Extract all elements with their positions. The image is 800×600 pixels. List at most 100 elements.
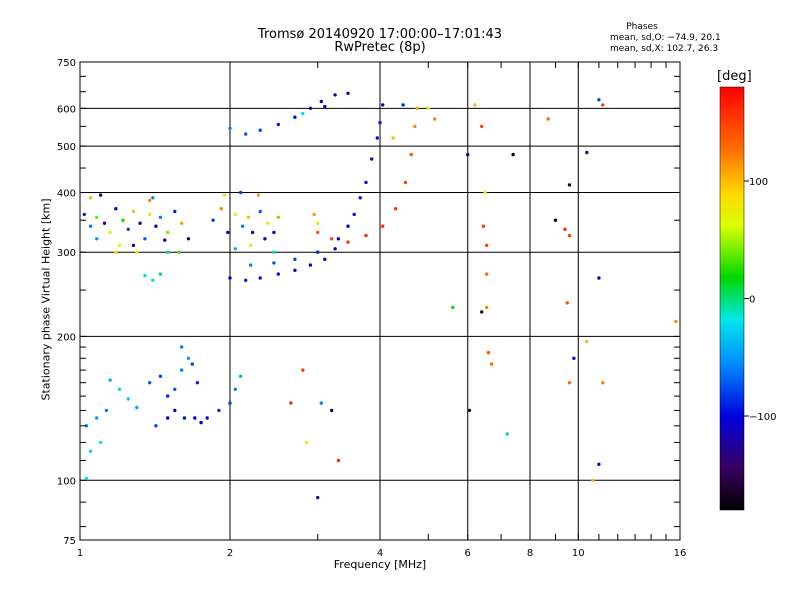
grid-lines [80, 62, 680, 540]
data-point [585, 150, 589, 155]
y-tick-label: 500 [57, 142, 76, 153]
data-point [293, 268, 297, 272]
data-point [182, 416, 187, 420]
data-point [228, 401, 232, 405]
data-point [219, 207, 223, 211]
data-point [346, 240, 350, 244]
x-tick-label: 4 [377, 548, 383, 559]
data-point [601, 103, 605, 107]
data-point [567, 381, 572, 385]
data-point [481, 224, 486, 228]
data-point [394, 207, 398, 211]
data-point [250, 230, 255, 235]
chart-subtitle: RwPretec (8p) [334, 40, 426, 55]
data-point [591, 478, 595, 482]
data-point [505, 432, 509, 436]
data-point [553, 218, 558, 222]
data-point [346, 91, 350, 96]
data-point [258, 209, 262, 214]
data-point [258, 276, 262, 280]
data-point [114, 207, 118, 211]
axis-ticks: 1 2 4 6 8 10 16 75 100 200 300 400 500 600 750 [57, 58, 686, 559]
data-point [312, 212, 316, 217]
data-point [256, 193, 261, 197]
data-point [228, 276, 232, 280]
x-tick-label: 6 [465, 548, 471, 559]
data-point [293, 257, 297, 261]
data-point [98, 193, 103, 197]
data-point [276, 215, 280, 219]
data-point [486, 350, 491, 355]
colorbar [719, 86, 745, 511]
data-point [565, 301, 569, 305]
data-point [228, 126, 232, 130]
data-point [601, 381, 605, 385]
data-point [238, 374, 243, 378]
data-point [276, 122, 280, 127]
y-tick-label: 100 [57, 476, 76, 487]
data-point [166, 230, 170, 235]
data-point [166, 250, 170, 254]
data-point [148, 381, 152, 385]
data-point [567, 183, 572, 187]
phase-info-o: mean, sd,O: −74.9, 20.1 [610, 33, 721, 43]
colorbar-tick-label: 100 [749, 177, 768, 188]
data-point [84, 424, 89, 428]
data-point [88, 196, 93, 200]
colorbar-tick-label: −100 [749, 412, 776, 423]
data-point [364, 180, 368, 185]
data-point [511, 152, 515, 157]
data-point [276, 272, 280, 276]
data-point [567, 233, 572, 238]
x-axis-label: Frequency [MHz] [333, 558, 427, 571]
data-point [154, 224, 158, 228]
data-point [333, 93, 337, 97]
colorbar-tick-label: 0 [749, 295, 755, 306]
data-point [451, 305, 455, 310]
phase-info-title: Phases [626, 22, 658, 32]
data-point [151, 196, 155, 200]
data-point [316, 250, 320, 254]
data-point [154, 424, 158, 428]
data-point [316, 495, 320, 500]
data-point [238, 190, 243, 195]
colorbar-unit-label: [deg] [717, 69, 752, 84]
data-point [84, 476, 89, 480]
x-tick-label: 2 [227, 548, 233, 559]
data-point [263, 237, 267, 241]
data-point [272, 250, 276, 254]
y-tick-label: 200 [57, 332, 76, 343]
data-point [467, 408, 472, 413]
data-point [308, 263, 313, 267]
data-point [205, 416, 209, 420]
data-point [102, 221, 107, 225]
data-point [319, 401, 323, 405]
data-point [413, 124, 417, 129]
data-point [364, 233, 368, 238]
data-point [158, 374, 163, 378]
data-point [301, 368, 305, 372]
colorbar-ticks: 100 0 −100 [744, 177, 776, 423]
data-point [233, 387, 237, 391]
data-point [126, 227, 130, 231]
y-tick-label: 75 [63, 536, 76, 547]
data-point [597, 98, 601, 102]
data-point [370, 157, 374, 161]
data-point [333, 247, 337, 251]
data-point [104, 408, 109, 413]
data-point [148, 198, 152, 203]
data-point [375, 136, 379, 140]
data-point [308, 106, 313, 111]
data-point [403, 180, 408, 185]
data-point [378, 120, 382, 125]
data-point [323, 257, 327, 261]
data-point [391, 136, 395, 140]
data-point [304, 440, 309, 445]
data-point [180, 368, 184, 372]
data-point [117, 243, 122, 248]
data-point [135, 250, 139, 254]
data-point [98, 440, 103, 445]
data-point [272, 261, 276, 265]
data-point [426, 106, 430, 111]
